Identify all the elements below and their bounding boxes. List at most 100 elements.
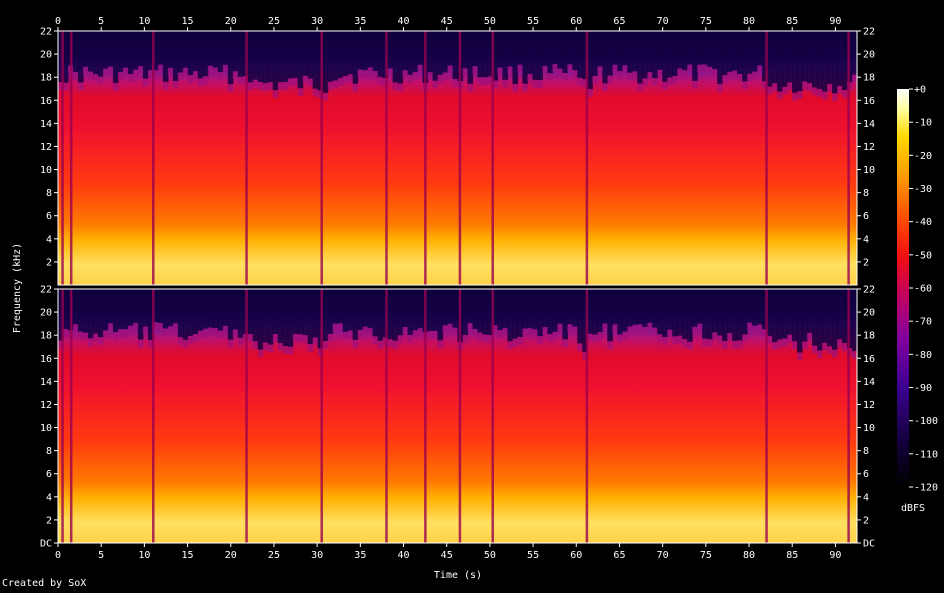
hf-transition-column: [357, 69, 364, 78]
x-tick-label-top: 70: [657, 16, 669, 27]
hf-transition-column: [147, 340, 154, 348]
hf-cutoff-column: [272, 289, 279, 335]
hf-transition-column: [502, 79, 509, 88]
x-tick-label-bottom: 90: [829, 550, 841, 561]
hf-cutoff-column: [487, 31, 494, 77]
hf-transition-column: [467, 83, 474, 92]
x-tick-label-bottom: 70: [657, 550, 669, 561]
hf-cutoff-column: [447, 31, 454, 66]
hf-transition-column: [377, 340, 384, 349]
hf-transition-column: [582, 79, 588, 87]
hf-transition-column: [222, 64, 229, 73]
hf-transition-column: [817, 89, 823, 97]
colorbar-tick-label: -110: [914, 449, 938, 460]
hf-cutoff-column: [467, 289, 474, 323]
hf-cutoff-column: [642, 289, 648, 328]
hf-transition-column: [672, 75, 678, 84]
transient-dip: [458, 31, 462, 285]
hf-cutoff-column: [757, 289, 763, 325]
hf-transition-column: [727, 333, 733, 341]
hf-cutoff-column: [192, 289, 199, 335]
x-tick-label-bottom: 50: [484, 550, 496, 561]
hf-transition-column: [657, 69, 663, 78]
hf-cutoff-column: [507, 31, 514, 67]
hf-transition-column: [182, 339, 189, 348]
hf-cutoff-column: [322, 289, 329, 341]
hf-cutoff-column: [637, 289, 643, 325]
colorbar-tick-label: -100: [914, 416, 938, 427]
hf-cutoff-column: [232, 289, 239, 330]
hf-cutoff-column: [582, 31, 588, 80]
hf-cutoff-column: [682, 289, 688, 340]
hf-cutoff-column: [752, 289, 758, 326]
hf-cutoff-column: [237, 31, 244, 77]
hf-transition-column: [832, 93, 838, 101]
hf-transition-column: [182, 67, 189, 76]
y-tick-label-left: 12: [40, 400, 52, 411]
hf-transition-column: [407, 335, 414, 343]
hf-transition-column: [127, 74, 134, 82]
hf-cutoff-column: [652, 31, 658, 79]
hf-transition-column: [607, 75, 613, 84]
hf-transition-column: [477, 332, 484, 341]
hf-cutoff-column: [87, 289, 94, 339]
hf-cutoff-column: [707, 289, 713, 340]
hf-cutoff-column: [597, 289, 603, 333]
hf-cutoff-column: [442, 31, 449, 73]
hf-cutoff-column: [127, 289, 134, 326]
transient-dip: [847, 31, 850, 285]
hf-transition-column: [207, 327, 214, 336]
hf-transition-column: [807, 83, 813, 91]
hf-cutoff-column: [202, 289, 209, 329]
hf-cutoff-column: [817, 31, 823, 90]
hf-cutoff-column: [132, 289, 139, 323]
hf-transition-column: [732, 340, 738, 349]
hf-transition-column: [332, 80, 339, 89]
colorbar-tick-label: -40: [914, 217, 932, 228]
hf-transition-column: [507, 66, 514, 75]
hf-transition-column: [132, 322, 139, 331]
hf-transition-column: [442, 325, 449, 333]
hf-transition-column: [352, 83, 359, 92]
hf-transition-column: [252, 341, 259, 349]
hf-cutoff-column: [412, 289, 419, 331]
hf-transition-column: [627, 326, 633, 335]
hf-cutoff-column: [647, 289, 653, 323]
hf-transition-column: [117, 329, 124, 337]
hf-transition-column: [292, 333, 299, 342]
hf-transition-column: [772, 342, 778, 350]
hf-cutoff-column: [842, 31, 848, 91]
hf-transition-column: [447, 323, 454, 332]
hf-transition-column: [812, 87, 818, 96]
hf-cutoff-column: [372, 31, 379, 71]
transient-dip: [69, 289, 73, 543]
hf-transition-column: [572, 326, 578, 335]
hf-cutoff-column: [552, 31, 558, 65]
hf-cutoff-column: [762, 289, 768, 330]
hf-cutoff-column: [377, 289, 384, 341]
hf-cutoff-column: [132, 31, 139, 70]
hf-cutoff-column: [742, 289, 748, 335]
hf-cutoff-column: [617, 289, 623, 335]
hf-transition-column: [832, 349, 838, 358]
x-tick-label-bottom: 0: [55, 550, 61, 561]
hf-cutoff-column: [722, 31, 728, 76]
hf-cutoff-column: [282, 31, 289, 83]
hf-cutoff-column: [137, 31, 144, 67]
hf-transition-column: [162, 328, 169, 337]
hf-transition-column: [647, 322, 653, 331]
hf-transition-column: [282, 346, 289, 354]
hf-cutoff-column: [622, 289, 628, 332]
hf-transition-column: [662, 81, 668, 90]
hf-cutoff-column: [117, 31, 124, 73]
hf-cutoff-column: [672, 289, 678, 337]
hf-cutoff-column: [307, 289, 314, 344]
hf-cutoff-column: [232, 31, 239, 72]
colorbar-tick-label: -30: [914, 184, 932, 195]
panel-frame: [57, 288, 858, 544]
hf-transition-column: [682, 70, 688, 78]
x-tick-label-top: 80: [743, 16, 755, 27]
hf-cutoff-column: [107, 289, 114, 324]
hf-cutoff-column: [697, 289, 703, 324]
hf-cutoff-column: [607, 289, 613, 342]
